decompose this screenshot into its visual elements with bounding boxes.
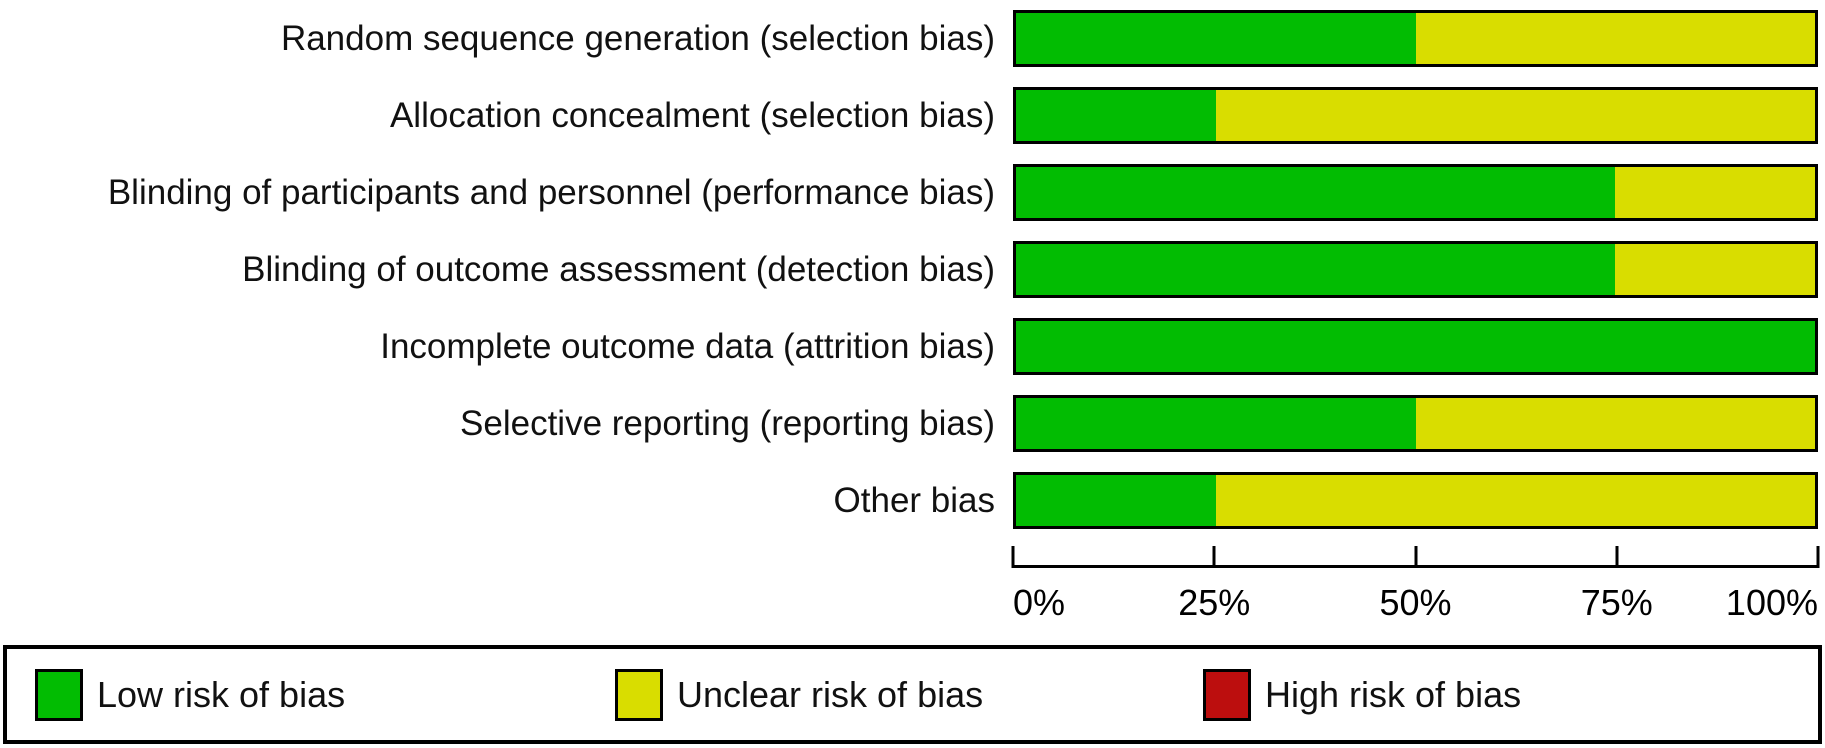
bar-segment-unclear (1415, 13, 1815, 64)
bar-segment-unclear (1215, 475, 1815, 526)
bar-track (1013, 87, 1818, 144)
bar-segment-low (1016, 244, 1616, 295)
bar-track (1013, 164, 1818, 221)
bar-segment-unclear (1415, 398, 1815, 449)
axis-tick-0 (1011, 546, 1015, 568)
legend-swatch-high-risk (1203, 668, 1251, 721)
axis-tick-25 (1212, 546, 1216, 568)
bar-segment-low (1016, 13, 1416, 64)
bias-row: Blinding of outcome assessment (detectio… (0, 231, 1825, 308)
axis-tick-50 (1414, 546, 1417, 568)
axis-tick-label-100: 100% (1725, 582, 1818, 623)
legend-item-unclear-risk: Unclear risk of bias (615, 668, 984, 721)
bar-segment-low (1016, 475, 1216, 526)
bar-segment-unclear (1615, 244, 1815, 295)
legend-swatch-unclear-risk (615, 668, 663, 721)
axis-tick-label-50: 50% (1379, 582, 1452, 623)
row-label-allocation-concealment: Allocation concealment (selection bias) (389, 95, 995, 135)
bar-segment-unclear (1615, 167, 1815, 218)
bias-row: Selective reporting (reporting bias) (0, 385, 1825, 462)
legend-swatch-low-risk (35, 668, 83, 721)
x-axis-labels: 0% 25% 50% 75% 100% (1013, 582, 1818, 628)
bar-track (1013, 395, 1818, 452)
row-label-incomplete-outcome: Incomplete outcome data (attrition bias) (380, 326, 995, 366)
bias-row: Incomplete outcome data (attrition bias) (0, 308, 1825, 385)
axis-tick-label-25: 25% (1178, 582, 1251, 623)
bar-segment-low (1016, 167, 1616, 218)
axis-tick-label-75: 75% (1580, 582, 1653, 623)
legend-label-high-risk: High risk of bias (1265, 673, 1522, 715)
bias-row: Blinding of participants and personnel (… (0, 154, 1825, 231)
legend-item-high-risk: High risk of bias (1203, 668, 1522, 721)
bar-segment-low (1016, 398, 1416, 449)
legend-item-low-risk: Low risk of bias (35, 668, 346, 721)
row-label-blinding-participants: Blinding of participants and personnel (… (107, 172, 995, 212)
axis-tick-75 (1615, 546, 1619, 568)
x-axis (1011, 546, 1820, 568)
bar-segment-unclear (1215, 90, 1815, 141)
bar-track (1013, 472, 1818, 529)
bias-row: Random sequence generation (selection bi… (0, 0, 1825, 77)
bias-row: Allocation concealment (selection bias) (0, 77, 1825, 154)
row-label-other-bias: Other bias (833, 480, 995, 520)
row-label-random-sequence: Random sequence generation (selection bi… (280, 18, 995, 58)
bar-segment-low (1016, 90, 1216, 141)
legend: Low risk of bias Unclear risk of bias Hi… (3, 645, 1822, 744)
legend-label-unclear-risk: Unclear risk of bias (677, 673, 984, 715)
bar-track (1013, 10, 1818, 67)
legend-label-low-risk: Low risk of bias (97, 673, 346, 715)
bar-track (1013, 241, 1818, 298)
bar-rows: Random sequence generation (selection bi… (0, 0, 1825, 539)
row-label-selective-reporting: Selective reporting (reporting bias) (460, 403, 995, 443)
bar-track (1013, 318, 1818, 375)
axis-tick-100 (1816, 546, 1820, 568)
bar-segment-low (1016, 321, 1815, 372)
row-label-blinding-outcome: Blinding of outcome assessment (detectio… (242, 249, 995, 289)
axis-tick-label-0: 0% (1013, 582, 1066, 623)
bias-row: Other bias (0, 462, 1825, 539)
